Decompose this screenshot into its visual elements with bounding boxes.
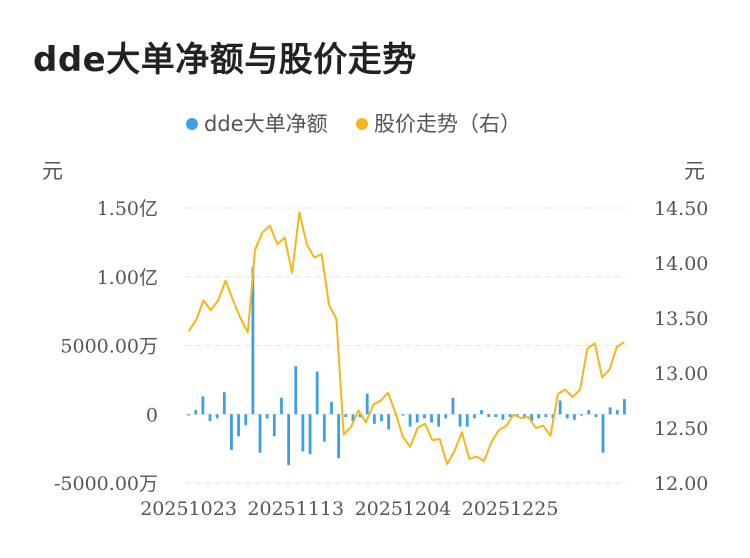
right-tick-label: 13.50: [654, 308, 708, 330]
dde-bar: [472, 414, 476, 419]
dde-bar: [244, 414, 248, 426]
dde-bar: [351, 414, 355, 422]
x-tick-label: 20251204: [355, 498, 452, 520]
dde-bar: [415, 414, 419, 423]
dde-bar: [287, 414, 291, 466]
dde-bar: [344, 414, 348, 417]
dde-bar: [565, 414, 569, 419]
dde-bar: [601, 414, 605, 453]
left-axis: -5000.00万 0 5000.00万 1.00亿 1.50亿: [54, 198, 158, 495]
legend-label-dde[interactable]: dde大单净额: [204, 112, 328, 136]
dde-bar: [272, 414, 276, 437]
dde-bar: [265, 414, 269, 419]
dde-bar: [308, 414, 312, 455]
dde-bar: [530, 414, 533, 422]
legend: dde大单净额 股价走势（右）: [186, 112, 521, 136]
legend-marker-price: [356, 118, 368, 130]
dde-bar: [201, 396, 205, 415]
dde-bar: [222, 392, 226, 415]
dde-bar: [280, 397, 283, 415]
dde-bar: [451, 397, 455, 415]
right-tick-label: 14.50: [654, 198, 708, 220]
dde-bar: [494, 414, 498, 417]
dde-bar: [422, 414, 426, 419]
dde-bar: [501, 414, 505, 420]
dde-bar: [330, 401, 333, 415]
dde-bar: [380, 414, 383, 422]
dde-bar: [337, 414, 341, 459]
x-tick-label: 20251225: [462, 498, 559, 520]
dde-bar: [465, 414, 469, 427]
dde-bar: [430, 414, 433, 423]
right-tick-label: 13.00: [654, 363, 708, 385]
dde-bar: [522, 414, 526, 417]
legend-label-price[interactable]: 股价走势（右）: [374, 112, 521, 136]
dde-bar: [365, 393, 369, 415]
dde-bar: [230, 414, 233, 450]
dde-bar: [258, 414, 262, 453]
price-line: [187, 211, 625, 466]
left-tick-label: -5000.00万: [54, 473, 158, 495]
dde-bar: [587, 410, 591, 415]
right-tick-label: 12.00: [654, 473, 708, 495]
right-axis: 12.00 12.50 13.00 13.50 14.00 14.50: [654, 198, 708, 495]
dde-bar: [480, 410, 483, 415]
dde-bar: [573, 414, 576, 420]
dde-bar: [408, 414, 412, 427]
dde-bar: [437, 414, 441, 427]
dde-bar: [444, 414, 448, 419]
dde-bar: [580, 414, 583, 416]
price-line-layer: [187, 211, 625, 466]
dde-bar: [372, 414, 376, 424]
dde-bar: [208, 414, 212, 422]
dde-bar: [508, 414, 512, 417]
dde-bar: [458, 414, 462, 427]
dde-bar: [251, 267, 255, 415]
right-axis-unit: 元: [684, 159, 705, 183]
dde-bar: [615, 410, 619, 415]
left-tick-label: 5000.00万: [60, 336, 158, 358]
left-axis-unit: 元: [42, 159, 63, 183]
dde-bar: [401, 414, 405, 416]
left-tick-label: 1.00亿: [97, 267, 158, 289]
legend-marker-dde: [186, 118, 198, 130]
dde-bar: [515, 414, 519, 416]
x-axis: 20251023 20251113 20251204 20251225: [140, 498, 558, 520]
dde-bars: [187, 267, 626, 466]
dde-bar: [301, 414, 305, 452]
dde-bar: [623, 399, 626, 415]
dde-bar: [387, 414, 391, 430]
dde-bar: [537, 414, 541, 419]
left-tick-label: 0: [146, 404, 158, 426]
dde-bar: [294, 366, 298, 415]
dde-bar: [358, 414, 362, 417]
left-tick-label: 1.50亿: [97, 198, 158, 220]
x-tick-label: 20251113: [247, 498, 344, 520]
dde-bar: [558, 400, 562, 415]
dde-bar: [594, 414, 598, 417]
dde-bar: [608, 407, 612, 415]
right-tick-label: 14.00: [654, 253, 708, 275]
dde-bar: [322, 414, 326, 442]
dde-bar: [315, 371, 319, 415]
dde-bar: [215, 414, 219, 419]
dde-bar: [194, 410, 198, 415]
dde-bar: [487, 414, 491, 417]
dde-bar: [544, 414, 548, 417]
x-tick-label: 20251023: [140, 498, 237, 520]
dde-bar: [187, 414, 190, 416]
dde-bar: [237, 414, 240, 437]
page-title: dde大单净额与股价走势: [33, 40, 417, 80]
right-tick-label: 12.50: [654, 418, 708, 440]
